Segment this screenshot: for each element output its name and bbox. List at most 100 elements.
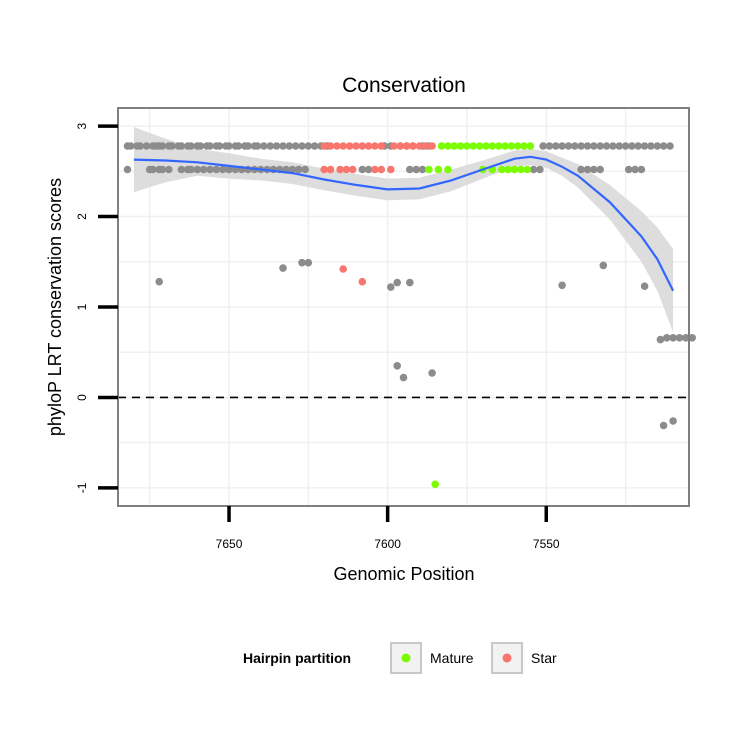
- point-star: [371, 165, 379, 174]
- point-other: [628, 142, 636, 150]
- point-other: [272, 142, 281, 150]
- point-star: [339, 265, 348, 273]
- point-star: [377, 165, 386, 174]
- point-mature: [444, 165, 452, 174]
- y-tick-label: 3: [75, 122, 89, 129]
- point-other: [640, 142, 649, 150]
- point-other: [298, 142, 306, 150]
- point-star: [371, 142, 379, 150]
- point-other: [165, 165, 173, 174]
- y-tick-label: -1: [75, 482, 89, 493]
- point-other: [279, 264, 287, 272]
- point-mature: [469, 142, 478, 150]
- point-other: [301, 165, 310, 174]
- point-other: [682, 334, 690, 342]
- point-star: [409, 142, 417, 150]
- point-star: [428, 142, 436, 150]
- point-other: [358, 165, 367, 174]
- point-other: [266, 142, 275, 150]
- point-other: [126, 142, 135, 150]
- confidence-ribbon-layer: [133, 127, 674, 333]
- point-mature: [463, 142, 471, 150]
- point-other: [571, 142, 579, 150]
- point-other: [285, 142, 294, 150]
- point-other: [596, 142, 604, 150]
- point-star: [421, 142, 430, 150]
- point-mature: [523, 165, 531, 174]
- point-other: [583, 165, 592, 174]
- point-other: [187, 142, 195, 150]
- point-other: [640, 282, 649, 291]
- point-other: [291, 142, 300, 150]
- point-other: [168, 142, 176, 150]
- point-mature: [488, 142, 497, 150]
- point-mature: [434, 165, 443, 174]
- point-other: [529, 165, 538, 174]
- point-other: [621, 142, 630, 150]
- point-other: [177, 165, 186, 174]
- point-other: [577, 142, 585, 150]
- point-star: [336, 165, 344, 174]
- point-other: [123, 165, 132, 174]
- y-tick-label: 2: [75, 213, 89, 220]
- point-star: [326, 165, 335, 174]
- point-mature: [482, 142, 490, 150]
- point-other: [669, 334, 677, 342]
- point-star: [342, 165, 351, 174]
- legend-label-star: Star: [531, 650, 557, 666]
- legend-title: Hairpin partition: [243, 650, 351, 666]
- y-axis-title: phyloP LRT conservation scores: [45, 178, 65, 436]
- point-other: [412, 165, 421, 174]
- point-star: [390, 142, 398, 150]
- point-mature: [444, 142, 452, 150]
- point-other: [688, 334, 696, 342]
- point-star: [339, 142, 348, 150]
- point-other: [599, 261, 608, 270]
- point-other: [260, 142, 268, 150]
- point-other: [545, 142, 554, 150]
- point-other: [212, 165, 221, 174]
- point-other: [193, 165, 202, 174]
- points-layer: [123, 142, 696, 489]
- point-other: [406, 278, 414, 287]
- point-other: [304, 142, 313, 150]
- point-other: [564, 142, 573, 150]
- point-other: [615, 142, 623, 150]
- point-other: [288, 165, 297, 174]
- point-other: [666, 142, 674, 150]
- point-other: [637, 165, 646, 174]
- point-other: [387, 283, 395, 291]
- point-other: [155, 277, 163, 286]
- point-other: [558, 281, 566, 290]
- point-star: [326, 142, 335, 150]
- point-star: [348, 165, 357, 174]
- point-star: [352, 142, 360, 150]
- point-other: [577, 165, 585, 174]
- point-other: [279, 142, 287, 150]
- legend-key-mature: [390, 642, 422, 674]
- point-other: [158, 142, 167, 150]
- point-other: [196, 142, 205, 150]
- point-other: [215, 142, 224, 150]
- point-other: [609, 142, 617, 150]
- point-other: [647, 142, 655, 150]
- point-mature: [513, 142, 522, 150]
- point-other: [218, 165, 227, 174]
- point-star: [377, 142, 386, 150]
- point-other: [663, 334, 671, 342]
- point-other: [602, 142, 611, 150]
- point-other: [187, 165, 195, 174]
- point-star: [402, 142, 411, 150]
- x-tick-label: 7650: [216, 537, 243, 551]
- point-star: [320, 165, 329, 174]
- point-other: [310, 142, 319, 150]
- point-other: [406, 165, 414, 174]
- point-other: [536, 165, 544, 174]
- point-mature: [517, 165, 525, 174]
- y-tick-label: 0: [75, 394, 89, 401]
- point-star: [358, 277, 367, 286]
- point-other: [590, 165, 598, 174]
- point-mature: [437, 142, 446, 150]
- point-mature: [501, 142, 509, 150]
